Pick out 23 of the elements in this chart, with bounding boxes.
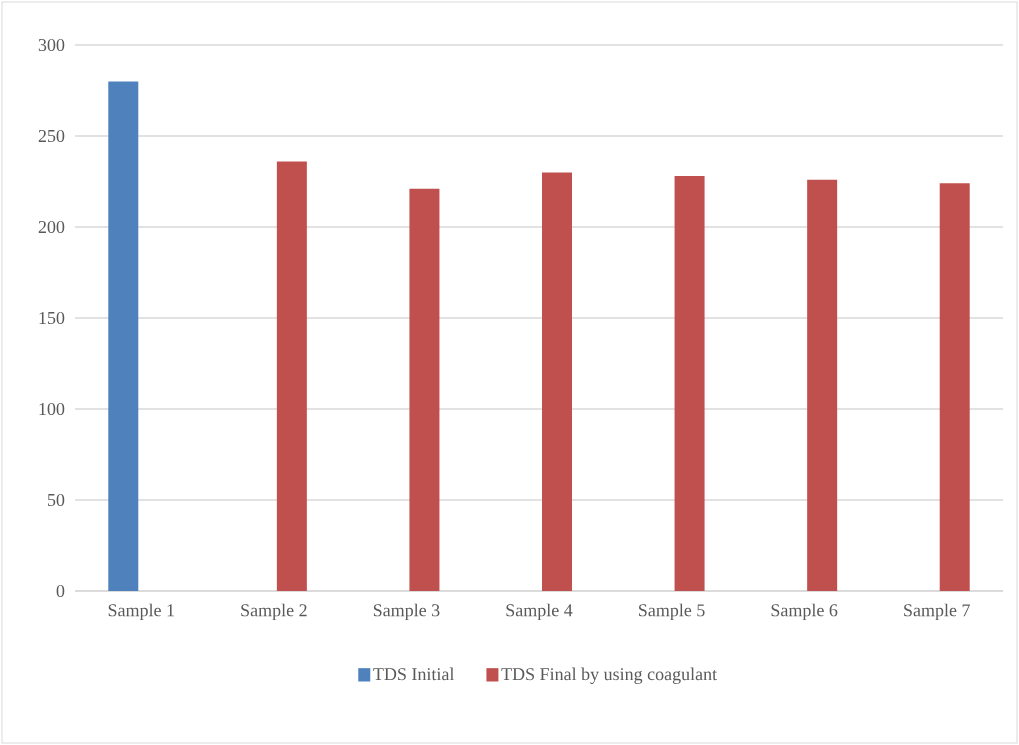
legend-label: TDS Final by using coagulant [501, 667, 717, 684]
y-tick-label: 200 [38, 220, 65, 234]
legend-label: TDS Initial [373, 667, 455, 681]
x-tick-label: Sample 4 [506, 603, 573, 621]
bar [807, 179, 838, 591]
x-tick-label: Sample 5 [639, 603, 705, 621]
bar [542, 172, 573, 591]
x-tick-label: Sample 7 [904, 603, 970, 621]
y-tick-label: 50 [48, 493, 65, 507]
x-tick-label: Sample 2 [241, 603, 307, 621]
x-tick-label: Sample 3 [373, 603, 440, 621]
bar [108, 81, 139, 591]
bar [939, 183, 970, 591]
x-tick-label: Sample 1 [108, 603, 174, 621]
y-tick-label: 0 [56, 584, 65, 598]
y-tick-label: 150 [39, 311, 65, 325]
y-tick-label: 250 [38, 129, 65, 143]
y-tick-label: 300 [38, 38, 65, 52]
bar [409, 188, 440, 591]
bar [276, 161, 307, 591]
bar [674, 176, 705, 591]
y-tick-label: 100 [39, 402, 65, 416]
x-tick-label: Sample 6 [771, 603, 838, 621]
